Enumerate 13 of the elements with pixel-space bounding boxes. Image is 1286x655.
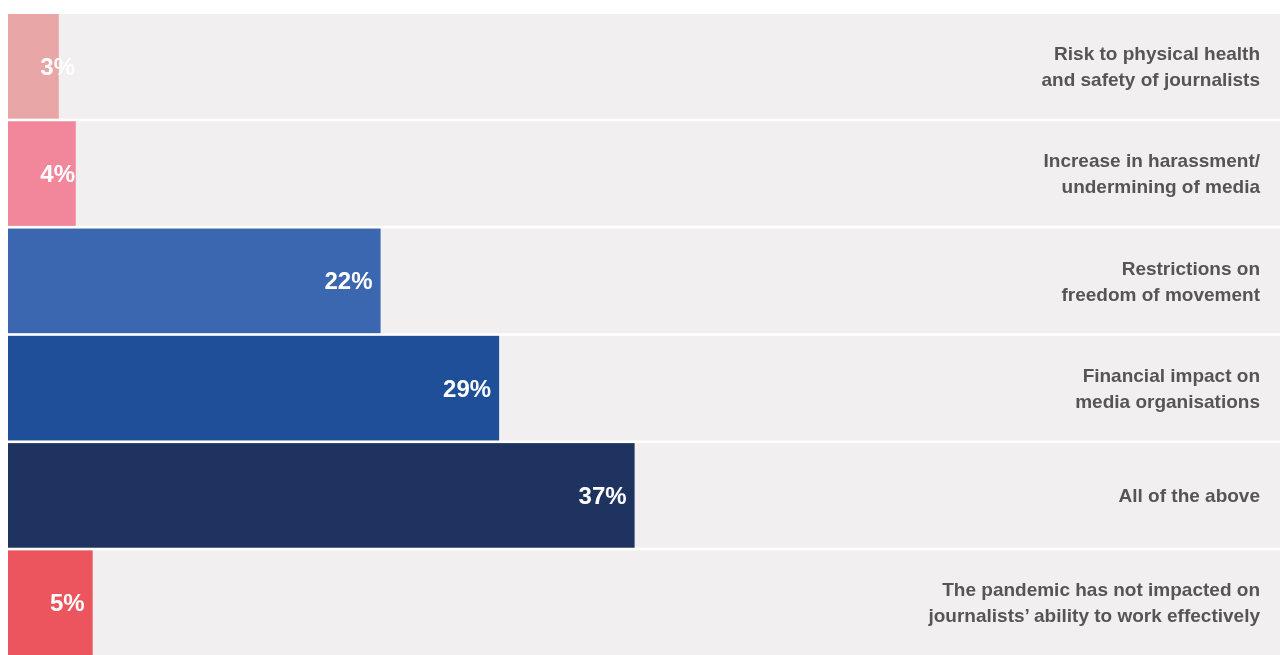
data-label: 29% <box>443 374 492 402</box>
y-tick-label: All of the above <box>1118 485 1260 507</box>
y-tick-label: Risk to physical health and safety of journalists <box>1041 42 1260 90</box>
y-tick-label: Increase in harassment/ undermining of media <box>1043 150 1261 198</box>
data-label: 5% <box>49 589 85 617</box>
data-label: 4% <box>40 159 75 187</box>
y-tick-label: Financial impact on media organisations <box>1075 364 1260 412</box>
y-tick-label: Restrictions on freedom of movement <box>1061 257 1261 305</box>
bar <box>8 550 93 655</box>
data-label: 22% <box>324 267 373 295</box>
bar <box>8 121 76 226</box>
y-tick-label: The pandemic has not impacted on journalists’ ability to work effectively <box>927 579 1261 627</box>
data-label: 37% <box>578 481 627 509</box>
